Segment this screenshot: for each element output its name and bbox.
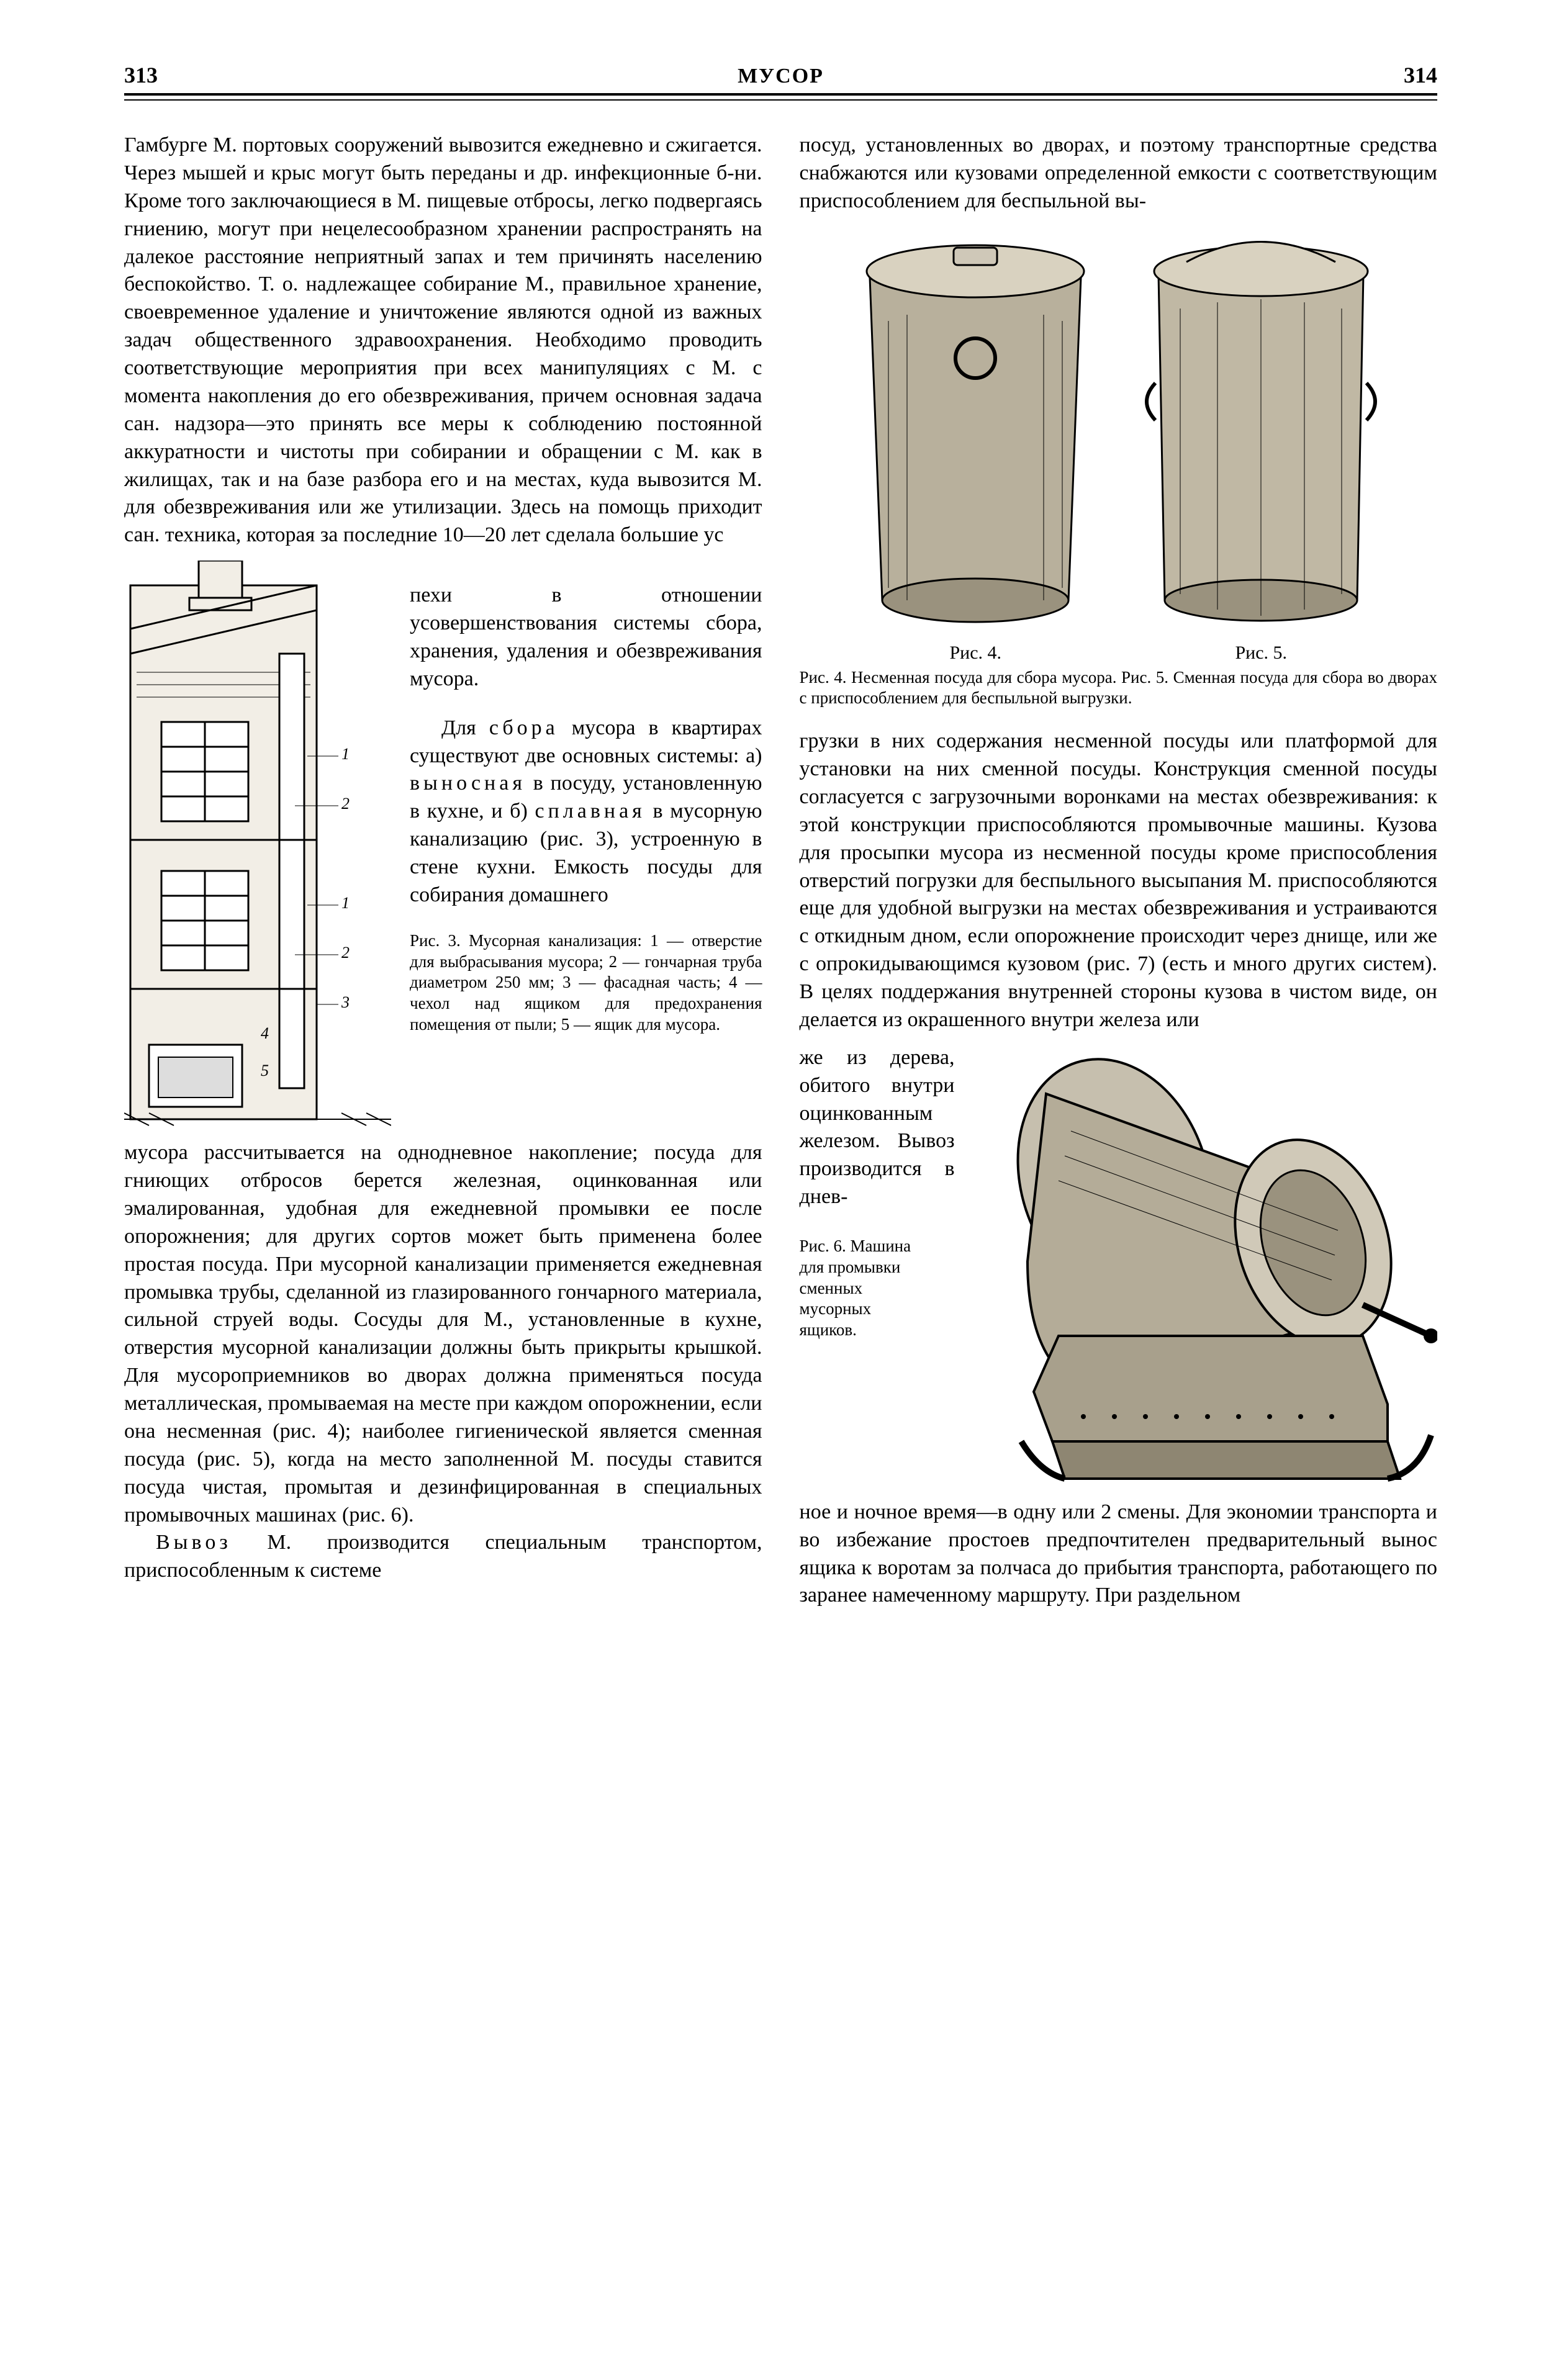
figure-6-image: [990, 1044, 1437, 1491]
page-number-right: 314: [1404, 62, 1437, 88]
figures-4-5: [800, 228, 1438, 638]
svg-text:4: 4: [261, 1024, 269, 1042]
header-rule: [124, 99, 1437, 101]
right-para-3: ное и ночное время—в одну или 2 смены. Д…: [800, 1499, 1438, 1610]
page-number-left: 313: [124, 62, 158, 88]
right-column: посуд, установленных во дворах, и поэтом…: [800, 132, 1438, 1610]
figure-3-image: 1 2 1 2 3 4 5: [124, 561, 391, 1132]
figure-3-svg: 1 2 1 2 3 4 5: [124, 561, 391, 1132]
right-p3-text: ное и ночное время—в одну или 2 смены. Д…: [800, 1499, 1438, 1610]
left-para-2: мусора рассчитывается на однодневное нак…: [124, 1139, 762, 1529]
figure-5-image: [1131, 228, 1391, 638]
left-p3-text: Вывоз М. производится специальным трансп…: [124, 1529, 762, 1585]
right-para-2: грузки в них содержания несменной посуды…: [800, 728, 1438, 1034]
svg-text:5: 5: [261, 1062, 269, 1080]
right-para-1: посуд, установленных во дворах, и поэтом…: [800, 132, 1438, 215]
svg-text:2: 2: [341, 944, 350, 962]
figures-4-5-caption: Рис. 4. Несменная посуда для сбора мусор…: [800, 667, 1438, 710]
figure-5-label: Рис. 5.: [1131, 642, 1391, 664]
figure-3-caption: Рис. 3. Мусорная канализация: 1 — отверс…: [410, 931, 762, 1035]
right-p2-text: грузки в них содержания несменной посуды…: [800, 728, 1438, 1034]
left-column: Гамбурге М. портовых сооружений вывозитс…: [124, 132, 762, 1610]
figure-3-wrapped-text: пехи в отношении усовершенствования сист…: [410, 561, 762, 1132]
figure-6-side: же из дерева, обитого внутри оцинкованны…: [800, 1044, 977, 1341]
left-para-3: Вывоз М. производится специальным трансп…: [124, 1529, 762, 1585]
figure-6-block: же из дерева, обитого внутри оцинкованны…: [800, 1044, 1438, 1491]
page: 313 МУСОР 314 Гамбурге М. портовых соору…: [0, 0, 1549, 1672]
figure-4-image: [845, 228, 1106, 638]
figure-6-caption: Рис. 6. Машина для промывки сменных мусо…: [800, 1236, 930, 1341]
left-para-1: Гамбурге М. портовых сооружений вывозитс…: [124, 132, 762, 549]
svg-text:1: 1: [341, 745, 350, 763]
fig6-side-text: же из дерева, обитого внутри оцинкованны…: [800, 1044, 955, 1211]
running-title: МУСОР: [738, 65, 824, 88]
fig3-side-b: Для сбора мусора в квартирах существуют …: [410, 714, 762, 909]
running-head: 313 МУСОР 314: [124, 62, 1437, 96]
right-p1-text: посуд, установленных во дворах, и поэтом…: [800, 132, 1438, 215]
svg-text:3: 3: [341, 993, 350, 1011]
svg-text:2: 2: [341, 795, 350, 813]
figure-4-label: Рис. 4.: [845, 642, 1106, 664]
text-columns: Гамбурге М. портовых сооружений вывозитс…: [124, 132, 1437, 1610]
fig3-side-a: пехи в отношении усовершенствования сист…: [410, 582, 762, 693]
figures-4-5-labels: Рис. 4. Рис. 5.: [800, 642, 1438, 664]
left-p1-text: Гамбурге М. портовых сооружений вывозитс…: [124, 132, 762, 549]
left-p2-text: мусора рассчитывается на однодневное нак…: [124, 1139, 762, 1529]
svg-text:1: 1: [341, 894, 350, 912]
figure-3-block: 1 2 1 2 3 4 5: [124, 561, 762, 1132]
